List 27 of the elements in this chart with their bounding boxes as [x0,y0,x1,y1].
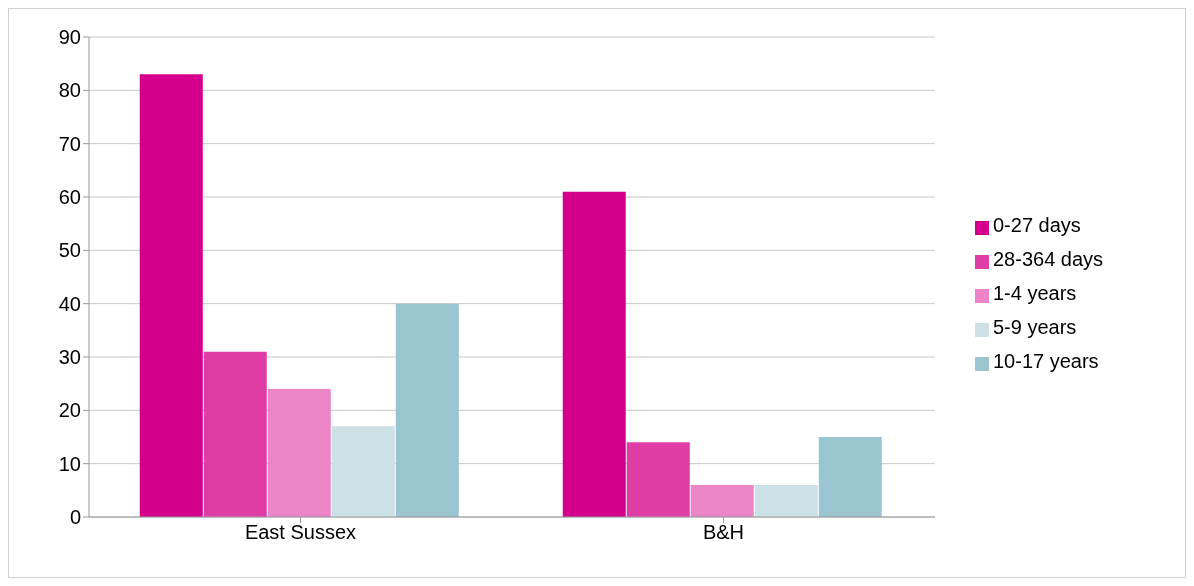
bar [139,74,203,517]
y-tick-label: 30 [58,346,81,369]
bar [203,351,267,517]
y-tick-label: 80 [58,79,81,102]
legend-label: 0-27 days [993,214,1081,236]
y-tick-label: 60 [58,186,81,209]
legend-label: 1-4 years [993,282,1077,304]
y-tick-label: 20 [58,399,81,422]
y-tick-label: 90 [58,26,81,49]
bar [754,485,818,517]
bar [626,442,690,517]
y-tick-label: 0 [69,506,81,529]
bar [331,426,395,517]
y-tick-label: 10 [58,452,81,475]
bar [267,389,331,517]
bar [818,437,882,517]
legend-label: 28-364 days [993,248,1104,270]
y-tick-label: 70 [58,132,81,155]
x-tick-label: B&H [702,521,745,544]
bar [395,303,459,517]
bar [690,485,754,517]
legend-label: 10-17 years [993,350,1099,372]
y-tick-label: 50 [58,239,81,262]
y-tick-label: 40 [58,292,81,315]
x-tick-label: East Sussex [244,521,357,544]
legend-label: 5-9 years [993,316,1077,338]
bar [562,191,626,517]
